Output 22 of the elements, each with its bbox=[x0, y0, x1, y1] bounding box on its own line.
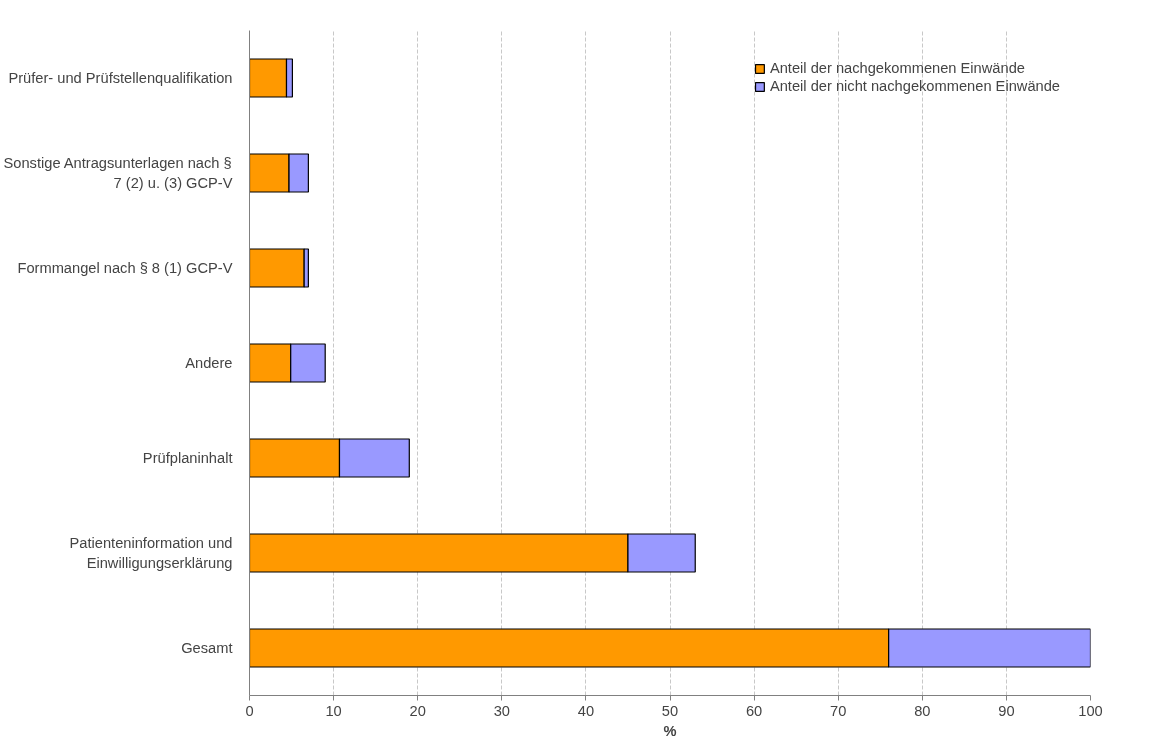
x-tick-label: 30 bbox=[493, 702, 510, 719]
x-tick-label: 80 bbox=[914, 702, 931, 719]
y-tick-label: Andere bbox=[185, 355, 233, 371]
legend-label: Anteil der nicht nachgekommenen Einwände bbox=[769, 78, 1060, 94]
x-tick-label: 50 bbox=[661, 702, 679, 719]
y-tick-label: Gesamt bbox=[181, 640, 233, 656]
x-tick-label: 90 bbox=[998, 702, 1015, 719]
bar bbox=[249, 248, 305, 288]
x-tick-label: 100 bbox=[1078, 702, 1103, 719]
x-tick-label: 70 bbox=[830, 702, 847, 719]
y-tick-label: Sonstige Antragsunterlagen nach § 7 (2) u. (3) GCP-V bbox=[3, 155, 233, 191]
x-axis-title: % bbox=[663, 722, 677, 739]
y-tick-label: Prüfer- und Prüfstellenqualifikation bbox=[8, 70, 233, 86]
y-tick-label: Formmangel nach § 8 (1) GCP-V bbox=[17, 260, 233, 276]
x-tick-label: 40 bbox=[577, 702, 595, 719]
x-tick-label: 0 bbox=[245, 702, 254, 719]
x-tick-label: 10 bbox=[325, 702, 342, 719]
y-tick-label: Prüfplaninhalt bbox=[142, 450, 233, 466]
x-tick-label: 60 bbox=[745, 702, 763, 719]
x-tick-label: 20 bbox=[409, 702, 426, 719]
y-tick-label: Patienteninformation und Einwilligungserklärung bbox=[69, 535, 233, 571]
legend-label: Anteil der nachgekommenen Einwände bbox=[769, 60, 1025, 76]
